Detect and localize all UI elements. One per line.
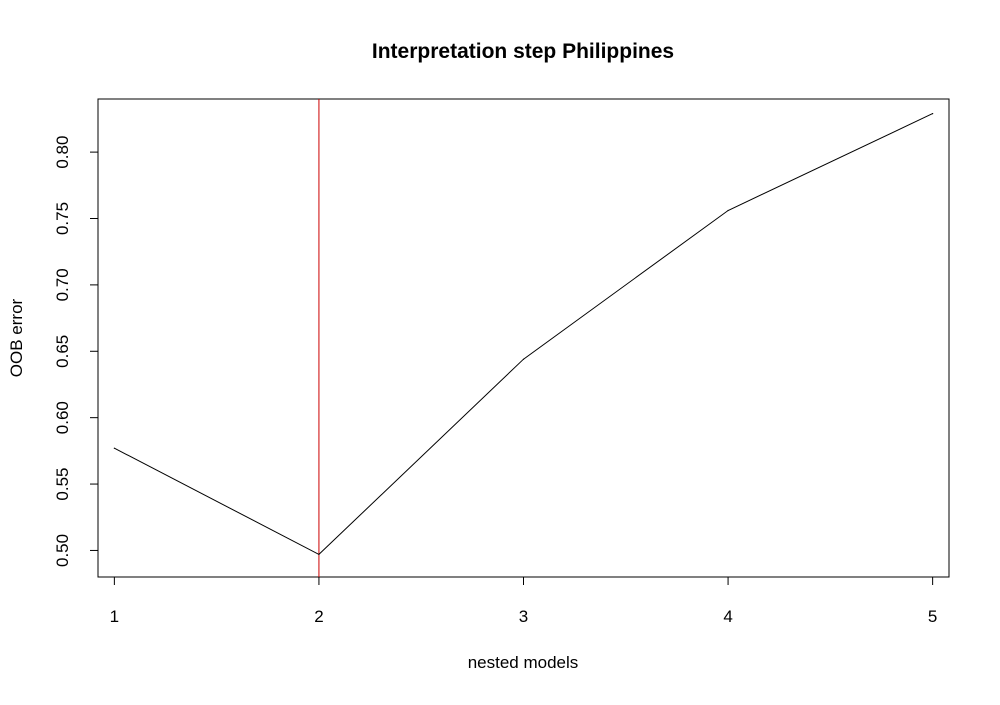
x-tick-label: 1: [110, 607, 119, 626]
y-tick-label: 0.65: [53, 335, 72, 368]
x-tick-label: 3: [519, 607, 528, 626]
y-tick-label: 0.80: [53, 136, 72, 169]
y-tick-label: 0.50: [53, 534, 72, 567]
data-point: [727, 209, 729, 212]
plot-frame: [97, 98, 950, 578]
x-tick-label: 5: [928, 607, 937, 626]
series-line: [114, 113, 933, 556]
x-axis-label: nested models: [468, 653, 579, 672]
y-tick-label: 0.70: [53, 268, 72, 301]
data-point: [318, 553, 320, 556]
y-tick-label: 0.75: [53, 202, 72, 235]
x-tick-label: 2: [314, 607, 323, 626]
y-tick-label: 0.60: [53, 401, 72, 434]
data-point: [113, 447, 115, 449]
x-tick-label: 4: [723, 607, 732, 626]
y-tick-label: 0.55: [53, 468, 72, 501]
data-point: [932, 113, 934, 115]
y-axis-label: OOB error: [7, 298, 26, 377]
plot-area: 1 2 3 4 5 0.50 0.55 0.60 0.65 0.70 0.75 0.80: [53, 99, 937, 626]
data-point: [522, 358, 525, 360]
chart-title: Interpretation step Philippines: [372, 40, 674, 63]
